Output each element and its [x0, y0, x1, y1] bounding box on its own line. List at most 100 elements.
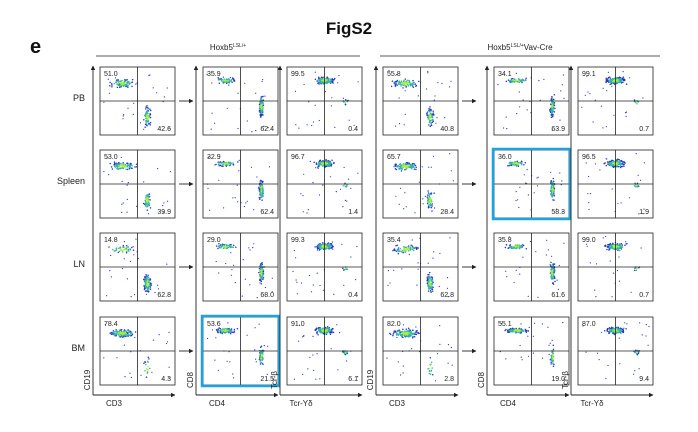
event-dot	[315, 378, 317, 380]
event-dot	[505, 80, 508, 83]
event-dot	[553, 193, 555, 195]
event-dot	[439, 252, 441, 254]
event-dot	[222, 160, 225, 163]
event-dot	[605, 235, 607, 238]
y-axis-label: CD8	[186, 371, 195, 388]
event-dot	[113, 250, 115, 252]
event-dot	[312, 182, 314, 184]
event-dot	[634, 185, 637, 188]
event-dot	[427, 290, 430, 292]
event-dot	[397, 248, 399, 250]
event-dot	[611, 162, 614, 164]
event-dot	[122, 118, 124, 120]
event-dot	[114, 333, 116, 335]
event-dot	[390, 85, 393, 88]
event-dot	[617, 158, 619, 160]
event-dot	[609, 83, 611, 86]
event-dot	[636, 101, 638, 104]
event-dot	[110, 254, 112, 257]
event-dot	[402, 81, 405, 84]
event-dot	[327, 159, 330, 162]
event-dot	[223, 207, 225, 209]
event-dot	[503, 127, 505, 129]
x-axis-label: CD4	[500, 399, 517, 408]
event-dot	[513, 78, 516, 81]
event-dot	[609, 80, 611, 82]
event-dot	[135, 238, 137, 240]
event-dot	[431, 280, 433, 283]
event-dot	[322, 184, 324, 186]
quadrant-value-bottom-right: 0.7	[639, 292, 649, 299]
event-dot	[606, 329, 609, 332]
event-dot	[403, 247, 405, 250]
event-dot	[520, 160, 523, 162]
event-dot	[506, 330, 509, 332]
event-dot	[316, 249, 319, 251]
event-dot	[106, 295, 108, 297]
event-dot	[298, 127, 300, 129]
event-dot	[428, 110, 430, 113]
event-dot	[214, 359, 216, 361]
event-dot	[524, 328, 527, 331]
event-dot	[302, 336, 304, 338]
event-dot	[231, 331, 234, 334]
event-dot	[404, 330, 406, 332]
event-dot	[225, 331, 228, 333]
event-dot	[550, 116, 553, 119]
event-dot	[428, 121, 431, 123]
event-dot	[318, 331, 321, 333]
event-dot	[144, 361, 147, 363]
event-dot	[317, 327, 320, 329]
event-dot	[538, 80, 540, 82]
event-dot	[549, 342, 551, 344]
event-dot	[620, 160, 622, 162]
event-dot	[617, 202, 619, 205]
event-dot	[145, 120, 148, 122]
event-dot	[319, 329, 321, 332]
event-dot	[217, 331, 219, 334]
event-dot	[392, 249, 394, 252]
event-dot	[554, 107, 556, 110]
event-dot	[609, 78, 611, 81]
event-dot	[152, 87, 154, 89]
event-dot	[505, 244, 507, 246]
event-dot	[426, 114, 428, 117]
event-dot	[122, 244, 125, 247]
event-dot	[167, 200, 169, 202]
event-dot	[619, 250, 621, 252]
event-dot	[343, 184, 346, 187]
event-dot	[638, 267, 640, 269]
event-dot	[549, 111, 552, 113]
event-dot	[233, 377, 235, 379]
event-dot	[393, 269, 395, 271]
event-dot	[319, 248, 321, 251]
event-dot	[520, 330, 523, 333]
event-dot	[431, 288, 433, 290]
event-dot	[264, 286, 266, 289]
event-dot	[316, 332, 318, 335]
event-dot	[507, 79, 510, 81]
event-dot	[329, 162, 332, 164]
event-dot	[639, 179, 642, 181]
event-dot	[553, 188, 556, 191]
event-dot	[131, 81, 134, 83]
event-dot	[402, 324, 404, 326]
event-dot	[422, 203, 424, 205]
event-dot	[330, 329, 332, 331]
quadrant-value-bottom-right: 39.9	[157, 209, 171, 216]
event-dot	[219, 329, 222, 332]
event-dot	[426, 111, 429, 113]
event-dot	[606, 327, 609, 330]
event-dot	[134, 336, 136, 339]
event-dot	[519, 344, 521, 347]
event-dot	[513, 281, 515, 284]
event-dot	[224, 330, 227, 333]
event-dot	[430, 361, 433, 364]
event-dot	[510, 78, 513, 80]
event-dot	[506, 276, 508, 278]
event-dot	[330, 243, 333, 245]
event-dot	[337, 369, 339, 371]
event-dot	[398, 330, 401, 333]
event-dot	[326, 331, 328, 334]
event-dot	[229, 328, 231, 331]
